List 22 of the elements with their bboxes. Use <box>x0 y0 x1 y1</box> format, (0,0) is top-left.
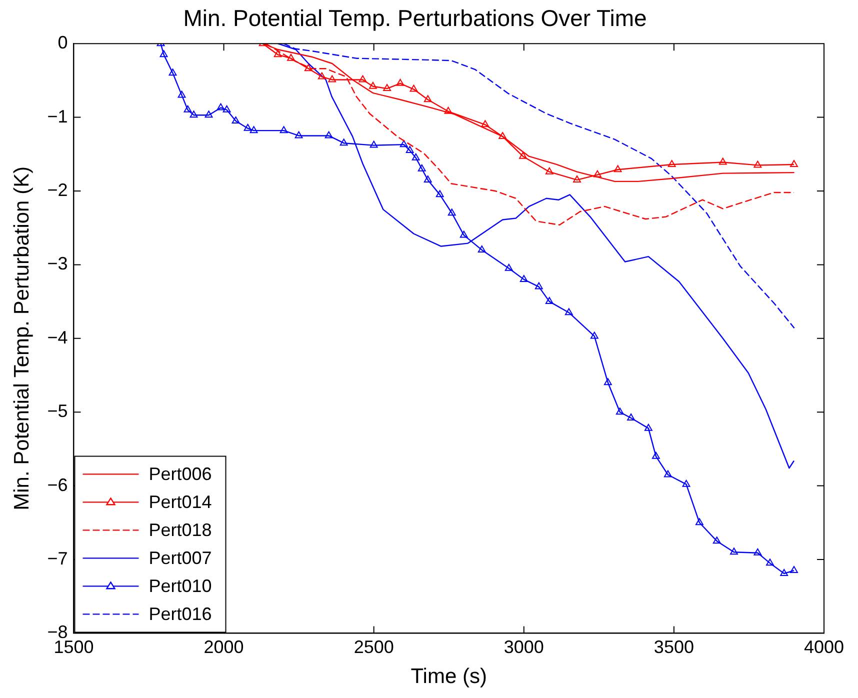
y-tick-label: −4 <box>47 327 68 348</box>
legend-label: Pert014 <box>148 492 212 512</box>
chart-title: Min. Potential Temp. Perturbations Over Time <box>183 5 647 32</box>
y-axis-title: Min. Potential Temp. Perturbation (K) <box>10 166 34 510</box>
legend-label: Pert007 <box>148 548 212 568</box>
x-tick-label: 3000 <box>504 636 544 657</box>
x-tick-label: 2000 <box>204 636 244 657</box>
y-tick-label: −1 <box>47 106 68 126</box>
x-axis-title: Time (s) <box>410 665 487 688</box>
y-tick-label: −7 <box>47 548 68 568</box>
x-tick-label: 4000 <box>804 636 844 657</box>
y-tick-label: −6 <box>47 474 68 495</box>
legend-label: Pert018 <box>148 520 212 540</box>
legend-label: Pert010 <box>148 576 212 596</box>
y-tick-label: −5 <box>47 401 68 422</box>
x-tick-label: 3500 <box>654 636 694 657</box>
y-tick-label: −2 <box>47 180 68 200</box>
legend-label: Pert016 <box>148 604 212 624</box>
y-tick-label: −3 <box>47 254 68 274</box>
x-tick-label: 2500 <box>354 636 394 657</box>
legend-label: Pert006 <box>148 464 212 484</box>
y-tick-label: 0 <box>58 32 68 53</box>
